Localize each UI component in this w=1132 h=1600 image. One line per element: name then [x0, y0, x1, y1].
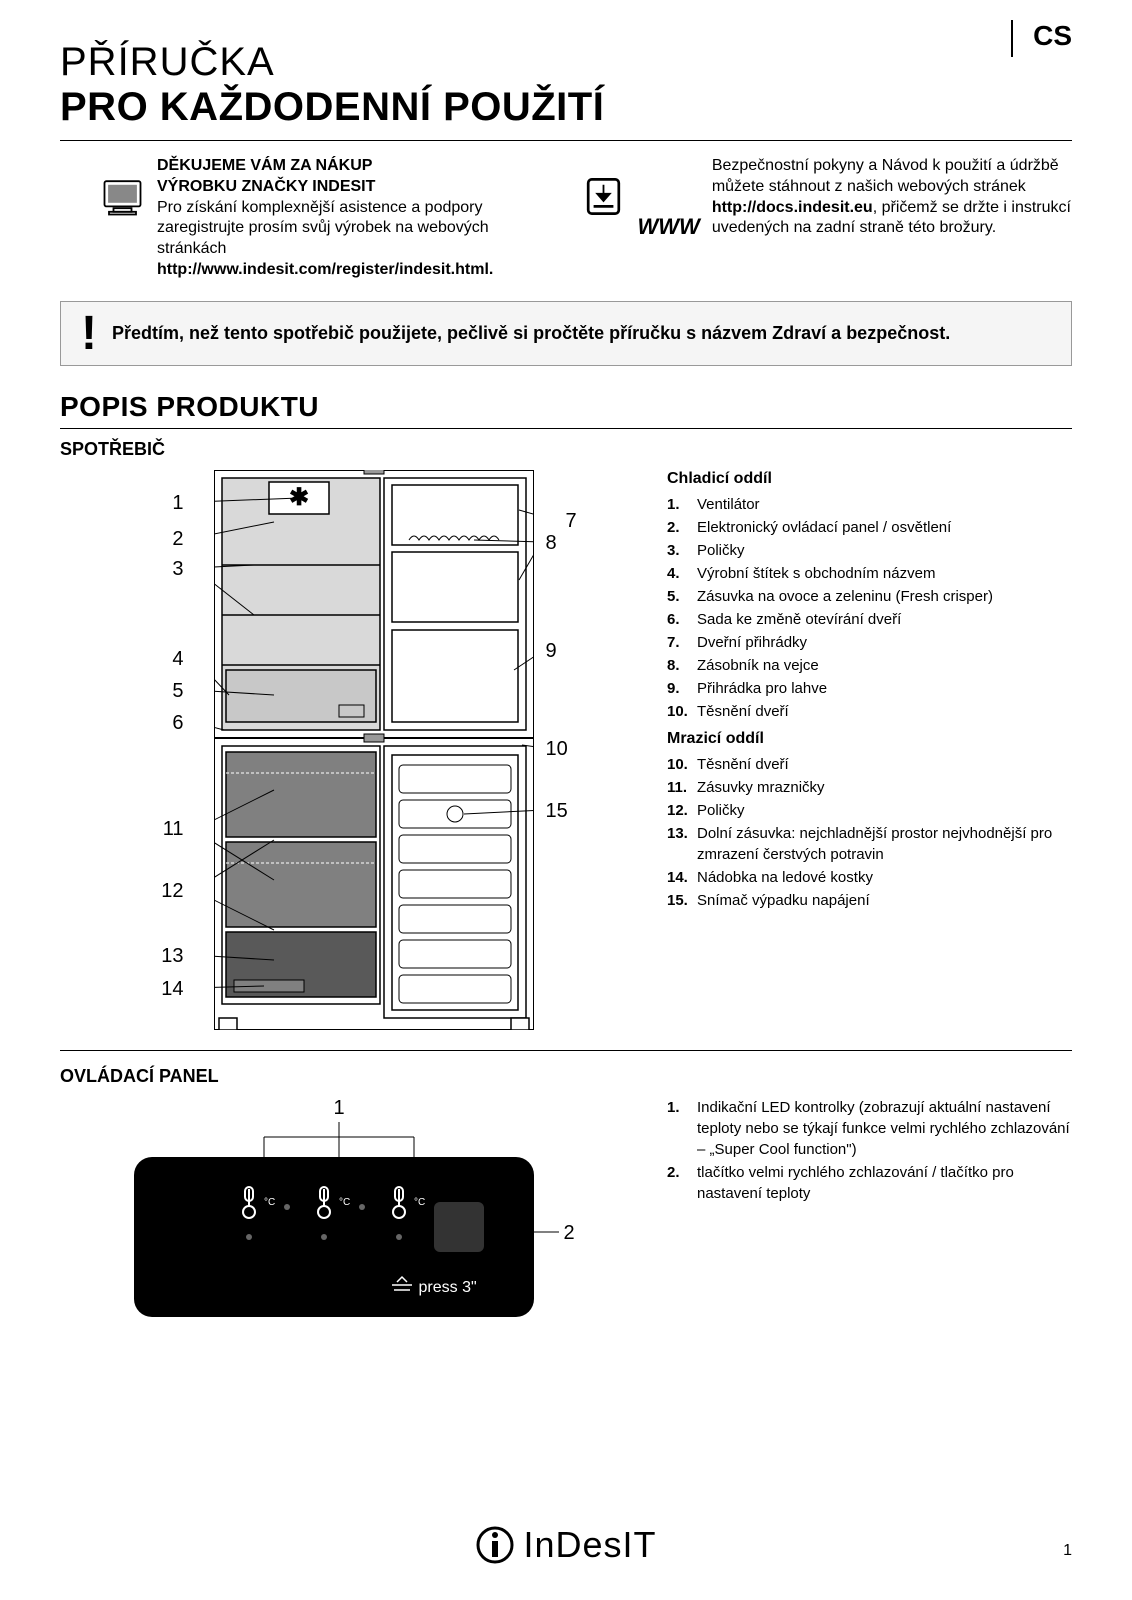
svg-text:°C: °C — [264, 1197, 275, 1208]
callout-5: 5 — [134, 680, 184, 703]
legend-item: 11.Zásuvky mrazničky — [667, 777, 1072, 798]
legend-item: 5.Zásuvka na ovoce a zeleninu (Fresh cri… — [667, 586, 1072, 607]
callout-7: 7 — [566, 510, 577, 533]
svg-text:°C: °C — [339, 1197, 350, 1208]
callout-2: 2 — [134, 528, 184, 551]
callout-1: 1 — [134, 492, 184, 515]
callout-3: 3 — [134, 558, 184, 581]
legend-item: 14.Nádobka na ledové kostky — [667, 867, 1072, 888]
control-panel-section: 1 2 °C °C °C — [60, 1097, 1072, 1317]
title-light: PŘÍRUČKA — [60, 40, 1072, 85]
title-block: PŘÍRUČKA PRO KAŽDODENNÍ POUŽITÍ — [60, 40, 1072, 141]
www-block: WWW Bezpečnostní pokyny a Návod k použit… — [581, 156, 1072, 281]
legend-item: 15.Snímač výpadku napájení — [667, 890, 1072, 911]
legend-freezer-list: 10.Těsnění dveří11.Zásuvky mrazničky12.P… — [667, 754, 1072, 911]
legend-cooling-list: 1.Ventilátor2.Elektronický ovládací pane… — [667, 494, 1072, 722]
legend-item: 9.Přihrádka pro lahve — [667, 678, 1072, 699]
fridge-svg: ✱ — [214, 470, 534, 1030]
exclamation-icon: ! — [81, 317, 97, 351]
www-label: WWW — [638, 174, 700, 281]
legend-item: 13.Dolní zásuvka: nejchladnější prostor … — [667, 823, 1072, 865]
legend-item: 1.Ventilátor — [667, 494, 1072, 515]
panel-body: °C °C °C — [134, 1157, 534, 1317]
callout-10: 10 — [546, 738, 568, 761]
warning-box: ! Předtím, než tento spotřebič použijete… — [60, 301, 1072, 367]
callout-14: 14 — [134, 978, 184, 1001]
download-icon — [581, 174, 626, 219]
legend-item: 3.Poličky — [667, 540, 1072, 561]
page-number: 1 — [1063, 1542, 1072, 1560]
thanks-block: DĚKUJEME VÁM ZA NÁKUP VÝROBKU ZNAČKY IND… — [100, 156, 551, 281]
legend-item: 2.Elektronický ovládací panel / osvětlen… — [667, 517, 1072, 538]
legend-freezer-title: Mrazicí oddíl — [667, 730, 1072, 748]
panel-press-label: press 3" — [419, 1279, 477, 1297]
callout-8: 8 — [546, 532, 557, 555]
fridge-diagram: 1 2 3 4 5 6 11 12 13 14 7 8 9 10 15 — [134, 470, 554, 1030]
legend-item: 8.Zásobník na vejce — [667, 655, 1072, 676]
title-bold: PRO KAŽDODENNÍ POUŽITÍ — [60, 85, 1072, 130]
panel-callout-1: 1 — [334, 1097, 345, 1120]
footer-logo: InDesIT — [475, 1524, 656, 1566]
thanks-heading2: VÝROBKU ZNAČKY INDESIT — [157, 177, 551, 198]
panel-diagram: 1 2 °C °C °C — [60, 1097, 627, 1317]
callout-11: 11 — [134, 818, 184, 841]
thanks-heading1: DĚKUJEME VÁM ZA NÁKUP — [157, 156, 551, 177]
legend-item: 1.Indikační LED kontrolky (zobrazují akt… — [667, 1097, 1072, 1160]
callout-6: 6 — [134, 712, 184, 735]
legend-container: Chladicí oddíl 1.Ventilátor2.Elektronick… — [667, 470, 1072, 1030]
svg-text:°C: °C — [414, 1197, 425, 1208]
www-text: Bezpečnostní pokyny a Návod k použití a … — [712, 156, 1072, 281]
thanks-url: http://www.indesit.com/register/indesit.… — [157, 261, 493, 278]
product-section: 1 2 3 4 5 6 11 12 13 14 7 8 9 10 15 — [60, 470, 1072, 1051]
warning-text: Předtím, než tento spotřebič použijete, … — [112, 323, 950, 344]
panel-legend: 1.Indikační LED kontrolky (zobrazují akt… — [667, 1097, 1072, 1317]
callout-15: 15 — [546, 800, 568, 823]
language-badge: CS — [1011, 20, 1072, 57]
legend-item: 7.Dveřní přihrádky — [667, 632, 1072, 653]
callout-4: 4 — [134, 648, 184, 671]
callout-9: 9 — [546, 640, 557, 663]
legend-item: 6.Sada ke změně otevírání dveří — [667, 609, 1072, 630]
legend-item: 12.Poličky — [667, 800, 1072, 821]
computer-icon — [100, 174, 145, 219]
subsection-panel: OVLÁDACÍ PANEL — [60, 1066, 1072, 1087]
subsection-appliance: SPOTŘEBIČ — [60, 439, 1072, 460]
fridge-diagram-container: 1 2 3 4 5 6 11 12 13 14 7 8 9 10 15 — [60, 470, 627, 1030]
svg-text:✱: ✱ — [288, 484, 308, 511]
legend-item: 10.Těsnění dveří — [667, 701, 1072, 722]
section-product-title: POPIS PRODUKTU — [60, 391, 1072, 429]
callout-12: 12 — [134, 880, 184, 903]
legend-item: 2.tlačítko velmi rychlého zchlazování / … — [667, 1162, 1072, 1204]
legend-item: 4.Výrobní štítek s obchodním názvem — [667, 563, 1072, 584]
legend-cooling-title: Chladicí oddíl — [667, 470, 1072, 488]
footer: InDesIT — [0, 1524, 1132, 1570]
panel-callout-2: 2 — [564, 1222, 575, 1245]
info-row: DĚKUJEME VÁM ZA NÁKUP VÝROBKU ZNAČKY IND… — [60, 156, 1072, 281]
legend-item: 10.Těsnění dveří — [667, 754, 1072, 775]
thanks-text: DĚKUJEME VÁM ZA NÁKUP VÝROBKU ZNAČKY IND… — [157, 156, 551, 281]
callout-13: 13 — [134, 945, 184, 968]
thanks-body: Pro získání komplexnější asistence a pod… — [157, 199, 489, 258]
